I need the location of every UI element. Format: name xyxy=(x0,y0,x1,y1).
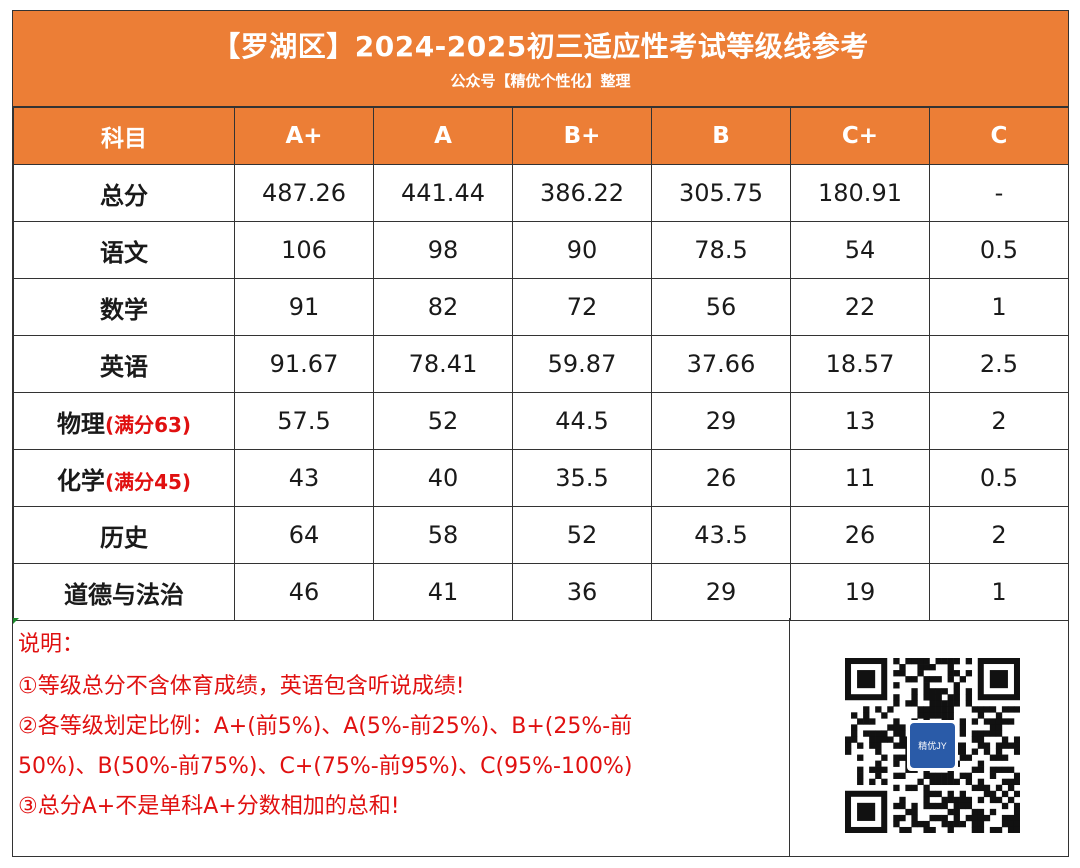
subject-cell: 数学 xyxy=(13,278,235,336)
table-row: 化学(满分45) 43 40 35.5 26 11 0.5 xyxy=(13,449,1069,507)
score-cell: - xyxy=(929,164,1069,222)
score-cell: 56 xyxy=(651,278,791,336)
header-b-plus: B+ xyxy=(512,107,652,165)
score-cell: 19 xyxy=(790,563,930,621)
qr-logo-icon xyxy=(910,723,955,768)
score-cell: 91.67 xyxy=(234,335,374,393)
score-cell: 106 xyxy=(234,221,374,279)
subject-cell: 历史 xyxy=(13,506,235,564)
subject-name: 道德与法治 xyxy=(64,580,184,609)
score-cell: 29 xyxy=(651,392,791,450)
score-cell: 29 xyxy=(651,563,791,621)
full-score-note: (满分45) xyxy=(104,469,192,494)
header-c-plus: C+ xyxy=(790,107,930,165)
subject-cell: 英语 xyxy=(13,335,235,393)
header-b: B xyxy=(651,107,791,165)
score-cell: 64 xyxy=(234,506,374,564)
subject-cell: 物理(满分63) xyxy=(13,392,235,450)
subject-name: 语文 xyxy=(100,238,148,267)
table-row: 语文 106 98 90 78.5 54 0.5 xyxy=(13,221,1069,279)
qr-logo-text: 精优JY xyxy=(918,740,947,751)
note-line-3: 50%)、B(50%-前75%)、C+(75%-前95%)、C(95%-100%… xyxy=(18,754,633,779)
score-cell: 52 xyxy=(373,392,513,450)
corner-marker xyxy=(13,618,19,624)
score-cell: 22 xyxy=(790,278,930,336)
note-line-4: ③总分A+不是单科A+分数相加的总和! xyxy=(18,794,400,819)
notes-panel: 说明： ①等级总分不含体育成绩，英语包含听说成绩! ②各等级划定比例：A+(前5… xyxy=(13,618,790,856)
table-row: 英语 91.67 78.41 59.87 37.66 18.57 2.5 xyxy=(13,335,1069,393)
score-cell: 91 xyxy=(234,278,374,336)
header-c: C xyxy=(929,107,1069,165)
subject-name: 数学 xyxy=(100,295,148,324)
notes-heading: 说明： xyxy=(18,632,85,657)
table-header-row: 科目 A+ A B+ B C+ C xyxy=(13,107,1069,165)
score-cell: 36 xyxy=(512,563,652,621)
score-cell: 2 xyxy=(929,506,1069,564)
score-cell: 57.5 xyxy=(234,392,374,450)
subject-name: 英语 xyxy=(100,352,148,381)
subject-name: 总分 xyxy=(100,181,148,210)
grade-sheet: 【罗湖区】2024-2025初三适应性考试等级线参考 公众号【精优个性化】整理 … xyxy=(12,10,1069,857)
score-cell: 82 xyxy=(373,278,513,336)
subject-cell: 语文 xyxy=(13,221,235,279)
score-cell: 26 xyxy=(790,506,930,564)
score-cell: 180.91 xyxy=(790,164,930,222)
table-row: 总分 487.26 441.44 386.22 305.75 180.91- xyxy=(13,164,1069,222)
score-cell: 13 xyxy=(790,392,930,450)
score-cell: 2.5 xyxy=(929,335,1069,393)
score-cell: 98 xyxy=(373,221,513,279)
header-a: A xyxy=(373,107,513,165)
score-cell: 305.75 xyxy=(651,164,791,222)
score-cell: 72 xyxy=(512,278,652,336)
score-cell: 37.66 xyxy=(651,335,791,393)
score-cell: 26 xyxy=(651,449,791,507)
score-cell: 58 xyxy=(373,506,513,564)
page-subtitle: 公众号【精优个性化】整理 xyxy=(450,72,631,90)
score-cell: 46 xyxy=(234,563,374,621)
score-cell: 78.5 xyxy=(651,221,791,279)
title-banner: 【罗湖区】2024-2025初三适应性考试等级线参考 公众号【精优个性化】整理 xyxy=(13,11,1068,107)
score-cell: 41 xyxy=(373,563,513,621)
score-cell: 11 xyxy=(790,449,930,507)
qr-panel: 精优JY xyxy=(790,618,1068,856)
subject-name: 历史 xyxy=(100,523,148,552)
score-cell: 59.87 xyxy=(512,335,652,393)
grade-table: 科目 A+ A B+ B C+ C 总分 487.26 441.44 386.22 30… xyxy=(13,107,1069,621)
score-cell: 54 xyxy=(790,221,930,279)
score-cell: 487.26 xyxy=(234,164,374,222)
score-cell: 78.41 xyxy=(373,335,513,393)
subject-cell: 道德与法治 xyxy=(13,563,235,621)
qr-code-icon: 精优JY xyxy=(845,658,1020,833)
subject-name: 化学 xyxy=(56,466,105,495)
score-cell: 1 xyxy=(929,278,1069,336)
score-cell: 90 xyxy=(512,221,652,279)
score-cell: 40 xyxy=(373,449,513,507)
score-cell: 52 xyxy=(512,506,652,564)
table-row: 数学 91 82 72 56 22 1 xyxy=(13,278,1069,336)
score-cell: 0.5 xyxy=(929,221,1069,279)
score-cell: 18.57 xyxy=(790,335,930,393)
table-row: 物理(满分63) 57.5 52 44.5 29 13 2 xyxy=(13,392,1069,450)
score-cell: 35.5 xyxy=(512,449,652,507)
score-cell: 1 xyxy=(929,563,1069,621)
note-line-1: ①等级总分不含体育成绩，英语包含听说成绩! xyxy=(18,674,465,699)
full-score-note: (满分63) xyxy=(104,412,192,437)
score-cell: 43 xyxy=(234,449,374,507)
score-cell: 2 xyxy=(929,392,1069,450)
note-line-2: ②各等级划定比例：A+(前5%)、A(5%-前25%)、B+(25%-前 xyxy=(18,714,633,739)
header-subject: 科目 xyxy=(13,107,235,165)
score-cell: 43.5 xyxy=(651,506,791,564)
score-cell: 44.5 xyxy=(512,392,652,450)
subject-name: 物理 xyxy=(56,409,105,438)
table-row: 历史 64 58 52 43.5 26 2 xyxy=(13,506,1069,564)
score-cell: 441.44 xyxy=(373,164,513,222)
subject-cell: 总分 xyxy=(13,164,235,222)
header-a-plus: A+ xyxy=(234,107,374,165)
score-cell: 0.5 xyxy=(929,449,1069,507)
table-row: 道德与法治 46 41 36 29 19 1 xyxy=(13,563,1069,621)
score-cell: 386.22 xyxy=(512,164,652,222)
page-title: 【罗湖区】2024-2025初三适应性考试等级线参考 xyxy=(212,30,869,63)
subject-cell: 化学(满分45) xyxy=(13,449,235,507)
